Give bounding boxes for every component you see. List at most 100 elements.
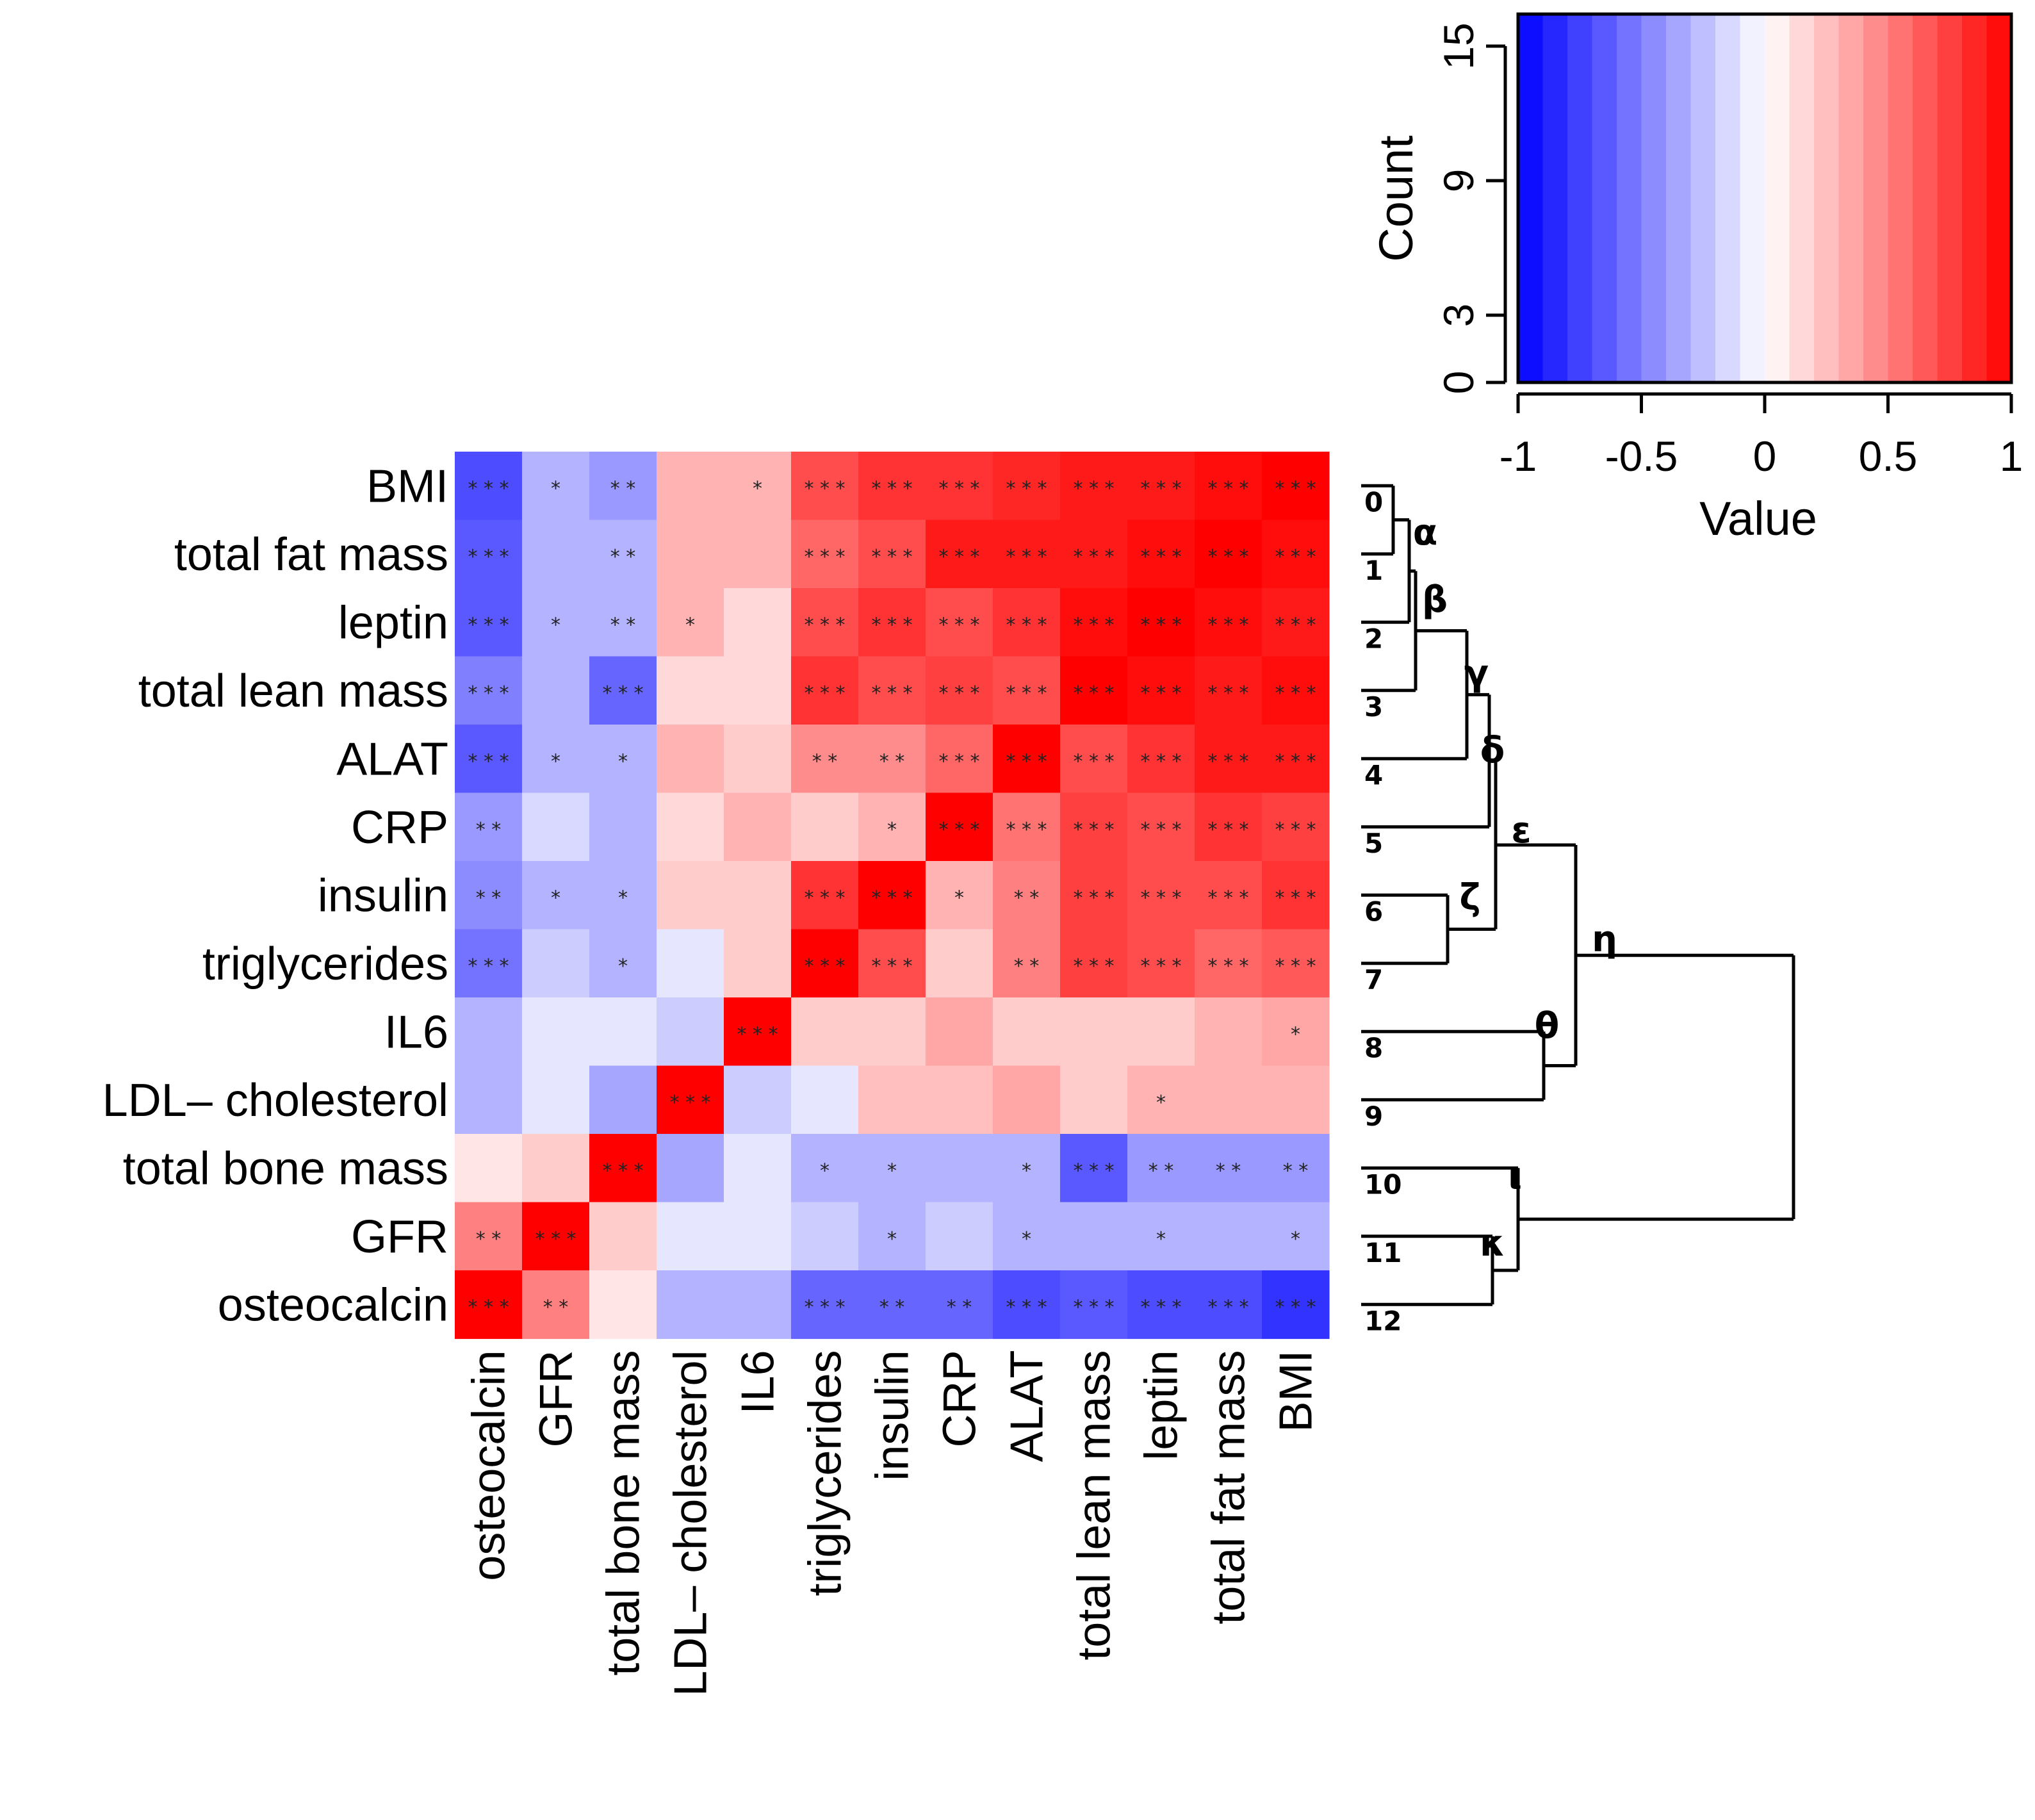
heatmap-cell [1060,861,1128,930]
significance-marker: * * [879,1296,905,1318]
heatmap-cell [993,1202,1061,1271]
significance-marker: * * * [804,682,845,705]
color-key-bin [1765,14,1790,382]
column-label: triglycerides [800,1350,851,1596]
column-label: BMI [1271,1350,1322,1432]
dendrogram-leaf-number: 11 [1364,1237,1402,1268]
color-key-x-tick-label: 1 [2000,432,2023,480]
significance-marker: * * * [871,614,912,636]
heatmap-cell [926,1202,993,1271]
significance-marker: * * * [938,477,979,500]
significance-marker: * [1022,1228,1031,1250]
heatmap-cell [791,861,859,930]
significance-marker: * [551,477,560,500]
heatmap-cell [1195,1065,1263,1135]
color-key-bin [1962,14,1988,382]
significance-marker: * [551,750,560,773]
significance-marker: * * * [468,477,509,500]
significance-marker: * * * [938,614,979,636]
color-key-xlabel: Value [1699,492,1817,545]
heatmap-cell [1060,1202,1128,1271]
heatmap-cell [1262,588,1330,657]
significance-marker: * * * [1140,682,1181,705]
dendrogram-node-label: γ [1464,653,1489,694]
heatmap-cell [1060,929,1128,998]
heatmap-cell [724,792,792,862]
color-key-bin [1986,14,2012,382]
heatmap-cell [1127,861,1195,930]
heatmap-cell [589,725,657,794]
significance-marker: * * * [1275,682,1316,705]
significance-marker: * * [610,477,636,500]
significance-marker: * [820,1160,830,1182]
significance-marker: * * * [1207,887,1248,909]
heatmap-cell [455,929,523,998]
significance-marker: * * [476,819,502,841]
heatmap-cell [1262,656,1330,725]
heatmap-cell [657,861,724,930]
heatmap-cell [522,1202,590,1271]
row-label: total fat mass [174,529,448,580]
dendrogram-leaf-number: 7 [1364,964,1383,996]
heatmap-cell [1060,520,1128,589]
significance-marker: * * * [1207,955,1248,978]
column-labels: osteocalcin GFR total bone mass LDL– choles… [464,1350,1322,1696]
row-labels: BMI total fat mass leptin total lean mass AL… [102,461,448,1331]
color-key-x-tick-label: -0.5 [1605,432,1678,480]
row-label: ALAT [336,734,448,785]
heatmap-cell [1127,929,1195,998]
dendrogram-leaf-number: 10 [1364,1168,1402,1200]
significance-marker: * [551,887,560,909]
heatmap-cell [1195,929,1263,998]
heatmap-cell [1262,997,1330,1067]
significance-marker: * * * [1207,477,1248,500]
heatmap-cell [1060,792,1128,862]
heatmap-cell [724,861,792,930]
heatmap-cell [791,520,859,589]
heatmap-cell [724,452,792,521]
column-label: total bone mass [598,1350,650,1676]
color-key-bin [1592,14,1617,382]
significance-marker: * * * [1207,819,1248,841]
significance-marker: * * * [1207,682,1248,705]
row-label: GFR [351,1211,448,1263]
row-label: triglycerides [202,939,448,990]
heatmap-cell [926,588,993,657]
significance-marker: * * * [1275,614,1316,636]
heatmap-cell [926,929,993,998]
heatmap-cell [589,588,657,657]
significance-marker: * * [879,750,905,773]
significance-marker: * * * [1140,819,1181,841]
heatmap-cell [657,588,724,657]
column-label: ALAT [1002,1350,1053,1463]
column-label: total lean mass [1069,1350,1120,1660]
heatmap-cell [1262,792,1330,862]
color-key-bin [1690,14,1716,382]
significance-marker: * * * [1073,955,1114,978]
heatmap-cell [657,725,724,794]
heatmap-cell [522,1134,590,1203]
significance-marker: * * * [804,887,845,909]
heatmap-cell [1060,1270,1128,1340]
significance-marker: * * * [1073,1296,1114,1318]
heatmap-cell [858,997,926,1067]
dendrogram-node-label: δ [1480,730,1505,771]
heatmap-cell [522,520,590,589]
heatmap-cell [993,588,1061,657]
heatmap-cell [1060,1134,1128,1203]
row-label: IL6 [384,1006,448,1058]
heatmap-cell [791,792,859,862]
column-label: leptin [1136,1350,1188,1461]
heatmap-cell [589,1270,657,1340]
heatmap-cell [1195,861,1263,930]
heatmap-cell [858,1202,926,1271]
heatmap-cell [926,1065,993,1135]
significance-marker: * * [812,750,838,773]
significance-marker: * * * [1275,1296,1316,1318]
significance-marker: * * [476,887,502,909]
significance-marker: * * * [602,1160,643,1182]
heatmap-cell [993,452,1061,521]
dendrogram-node-label: α [1413,512,1437,553]
heatmap-cell [1262,1065,1330,1135]
heatmap-cell [724,1202,792,1271]
